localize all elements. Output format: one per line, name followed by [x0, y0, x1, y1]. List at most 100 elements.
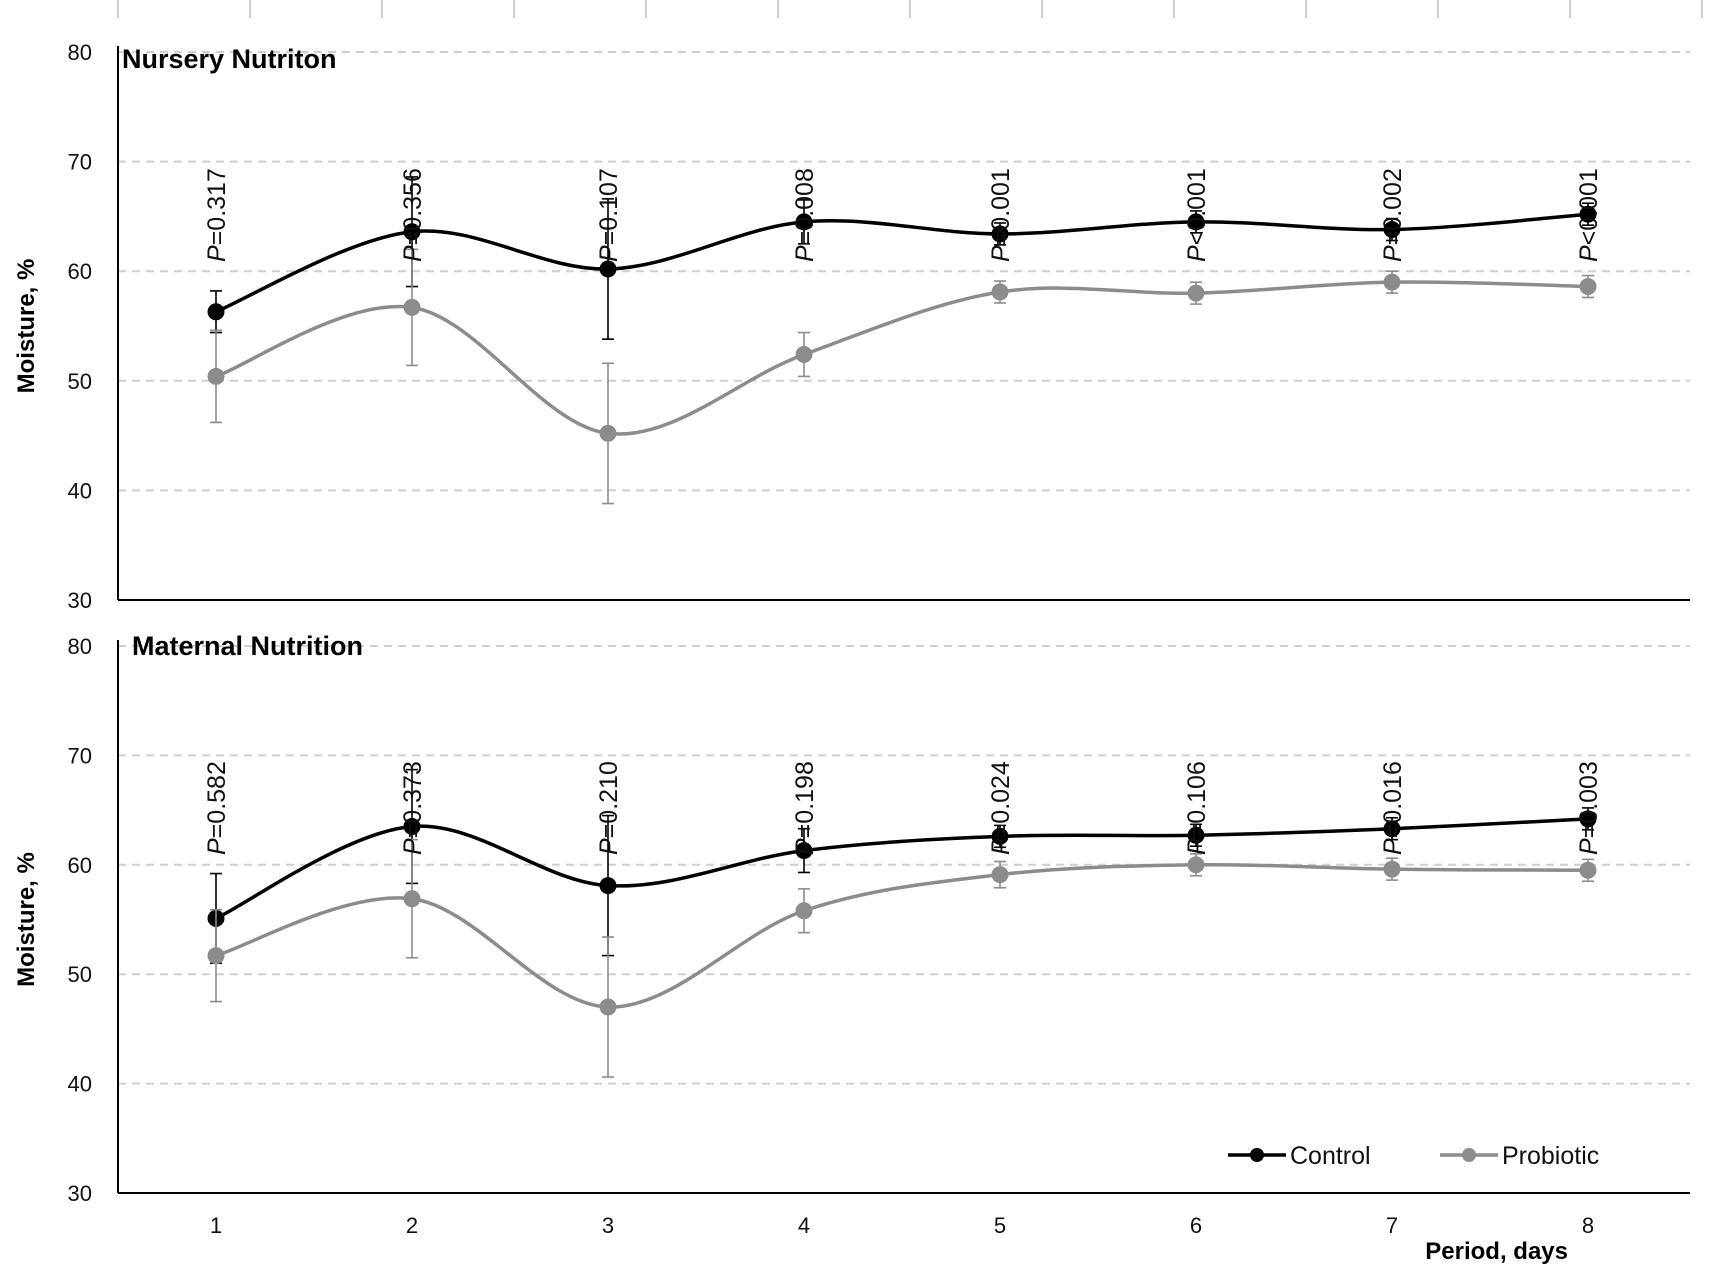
- p-value-text: =0.356: [399, 168, 427, 245]
- x-tick-label: 2: [406, 1213, 418, 1238]
- series-line: [215, 212, 1589, 314]
- p-symbol: P: [791, 838, 819, 855]
- p-value-text: =0.024: [987, 761, 1015, 838]
- p-value-label: P=0.024: [987, 761, 1015, 855]
- p-value-text: =0.008: [791, 168, 819, 245]
- data-point: [599, 260, 617, 278]
- legend: Control Probiotic: [1228, 1142, 1599, 1170]
- p-value-text: =0.002: [1379, 168, 1407, 245]
- p-value-label: P=0.106: [1183, 761, 1211, 855]
- p-value-label: P=0.373: [399, 761, 427, 855]
- y-tick-label: 50: [68, 369, 92, 394]
- y-tick-label: 30: [68, 588, 92, 613]
- p-value-label: P=0.008: [791, 168, 819, 262]
- data-point: [207, 303, 225, 321]
- data-point: [599, 877, 617, 895]
- data-point: [991, 827, 1009, 845]
- data-point: [991, 225, 1009, 243]
- p-value-label: P=0.210: [595, 761, 623, 855]
- series-control: [207, 176, 1597, 340]
- p-value-text: <0.001: [1575, 168, 1603, 245]
- data-point: [1187, 856, 1205, 874]
- series-line: [215, 862, 1589, 1009]
- x-tick-label: 1: [210, 1213, 222, 1238]
- p-symbol: P: [791, 245, 819, 262]
- series-line: [215, 280, 1589, 436]
- panel-nursery: 30 40 50 60 70 80 Moisture, % Nursery Nutriton P…: [13, 40, 1690, 613]
- p-value-text: =0.582: [203, 761, 231, 838]
- data-point: [207, 947, 225, 965]
- data-point: [403, 890, 421, 908]
- y-axis-title: Moisture, %: [13, 852, 40, 987]
- panel-title: Maternal Nutrition: [132, 631, 363, 661]
- p-symbol: P: [987, 245, 1015, 262]
- y-tick-label: 40: [68, 1072, 92, 1097]
- y-tick-label: 50: [68, 962, 92, 987]
- x-tick-label: 4: [798, 1213, 810, 1238]
- x-tick-label: 3: [602, 1213, 614, 1238]
- p-value-text: =0.210: [595, 761, 623, 838]
- p-value-label: P=0.582: [203, 761, 231, 855]
- legend-marker-control: [1250, 1148, 1264, 1162]
- p-symbol: P: [1379, 838, 1407, 855]
- y-tick-label: 60: [68, 259, 92, 284]
- p-symbol: P: [1183, 838, 1211, 855]
- data-point: [1579, 861, 1597, 879]
- data-point: [403, 298, 421, 316]
- data-point: [1579, 810, 1597, 828]
- data-point: [1383, 860, 1401, 878]
- p-symbol: P: [1575, 838, 1603, 855]
- series-probiotic: [207, 248, 1597, 505]
- p-value-label: P=0.001: [987, 168, 1015, 262]
- p-value-text: =0.001: [987, 168, 1015, 245]
- x-tick-label: 5: [994, 1213, 1006, 1238]
- p-value-text: =0.003: [1575, 761, 1603, 838]
- p-symbol: P: [399, 838, 427, 855]
- y-tick-label: 70: [68, 150, 92, 175]
- p-symbol: P: [1575, 245, 1603, 262]
- data-point: [1383, 273, 1401, 291]
- legend-label-probiotic: Probiotic: [1502, 1142, 1599, 1170]
- p-value-text: =0.016: [1379, 761, 1407, 838]
- p-symbol: P: [399, 245, 427, 262]
- x-tick-label: 8: [1582, 1213, 1594, 1238]
- p-value-label: P=0.198: [791, 761, 819, 855]
- y-tick-label: 70: [68, 743, 92, 768]
- p-value-label: P=0.356: [399, 168, 427, 262]
- data-point: [1187, 826, 1205, 844]
- p-value-label: P=0.107: [595, 168, 623, 262]
- data-point: [991, 283, 1009, 301]
- y-axis-title: Moisture, %: [13, 259, 40, 394]
- data-point: [795, 842, 813, 860]
- data-point: [599, 998, 617, 1016]
- p-value-text: =0.107: [595, 168, 623, 245]
- p-symbol: P: [595, 838, 623, 855]
- data-point: [1187, 213, 1205, 231]
- p-value-label: P<0.001: [1575, 168, 1603, 262]
- p-value-text: <0.001: [1183, 168, 1211, 245]
- series-line: [215, 817, 1589, 920]
- legend-label-control: Control: [1290, 1142, 1371, 1170]
- x-tick-label: 6: [1190, 1213, 1202, 1238]
- data-point: [403, 818, 421, 836]
- data-point: [1579, 205, 1597, 223]
- p-symbol: P: [203, 838, 231, 855]
- p-value-text: =0.317: [203, 168, 231, 245]
- p-value-label: P=0.002: [1379, 168, 1407, 262]
- p-symbol: P: [987, 838, 1015, 855]
- series-control: [207, 768, 1597, 965]
- series-probiotic: [207, 838, 1597, 1078]
- data-point: [599, 424, 617, 442]
- p-value-label: P=0.003: [1575, 761, 1603, 855]
- data-point: [403, 223, 421, 241]
- p-symbol: P: [595, 245, 623, 262]
- y-tick-label: 60: [68, 853, 92, 878]
- data-point: [1383, 221, 1401, 239]
- p-value-label: P=0.317: [203, 168, 231, 262]
- data-point: [795, 213, 813, 231]
- panel-maternal: 30 40 50 60 70 80 Moisture, % Maternal Nutritio…: [13, 631, 1690, 1265]
- p-value-label: P=0.016: [1379, 761, 1407, 855]
- data-point: [207, 367, 225, 385]
